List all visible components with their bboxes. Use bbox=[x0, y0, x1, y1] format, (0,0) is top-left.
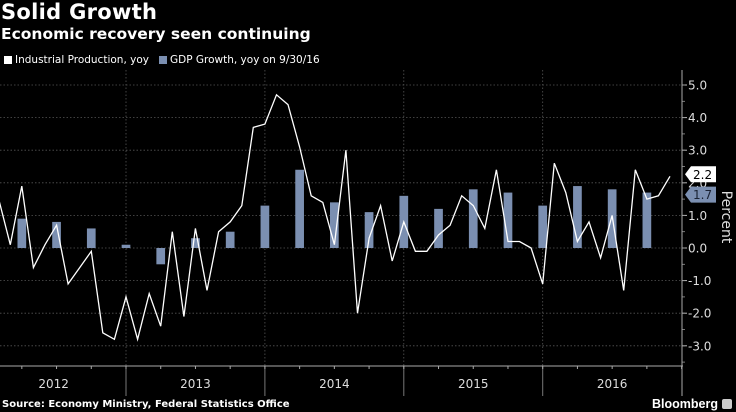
legend-label: GDP Growth, yoy on 9/30/16 bbox=[169, 54, 320, 66]
y-tick-label: 5.0 bbox=[688, 79, 707, 93]
y-tick-label: -2.0 bbox=[688, 307, 711, 321]
gdp-bar bbox=[642, 192, 652, 248]
y-tick-label: 3.0 bbox=[688, 144, 707, 158]
y-tick-label: -3.0 bbox=[688, 339, 711, 353]
y-axis-title: Percent bbox=[718, 191, 734, 244]
gdp-bar bbox=[538, 205, 548, 248]
last-value-label-ip-box bbox=[685, 166, 716, 183]
gdp-bar bbox=[503, 192, 513, 248]
gdp-bar bbox=[52, 221, 61, 248]
chart-subtitle: Economic recovery seen continuing bbox=[1, 25, 311, 43]
legend-item-industrial-production: Industrial Production, yoy bbox=[4, 54, 149, 66]
y-tick-label: 1.0 bbox=[688, 209, 707, 223]
x-tick-label: 2013 bbox=[180, 377, 211, 391]
y-tick-label: -1.0 bbox=[688, 274, 711, 288]
gdp-bar bbox=[191, 238, 200, 248]
last-value-label-gdp-box bbox=[685, 186, 716, 203]
gdp-bar bbox=[573, 186, 582, 248]
x-tick-label: 2014 bbox=[319, 377, 350, 391]
gdp-bar bbox=[86, 228, 96, 248]
x-tick-label: 2016 bbox=[597, 377, 628, 391]
legend-swatch-line bbox=[4, 56, 12, 64]
x-tick-label: 2015 bbox=[458, 377, 489, 391]
legend: Industrial Production, yoy GDP Growth, y… bbox=[4, 54, 320, 66]
brand-logo: Bloomberg bbox=[652, 397, 718, 411]
x-tick-label: 2012 bbox=[38, 377, 69, 391]
gdp-bar bbox=[121, 244, 131, 248]
y-tick-label: 4.0 bbox=[688, 111, 707, 125]
last-value-label-gdp: 1.7 bbox=[693, 188, 712, 202]
industrial-production-line bbox=[0, 93, 671, 342]
gdp-bar bbox=[156, 248, 166, 265]
legend-label: Industrial Production, yoy bbox=[15, 54, 149, 66]
gdp-bar bbox=[260, 205, 270, 248]
legend-swatch-bar bbox=[158, 56, 167, 64]
gdp-bar bbox=[364, 212, 374, 248]
gdp-bar bbox=[225, 231, 235, 248]
gdp-bar bbox=[330, 202, 339, 248]
y-tick-label: 0.0 bbox=[688, 242, 707, 256]
bloomberg-icon bbox=[722, 399, 732, 409]
last-value-label-ip: 2.2 bbox=[693, 168, 712, 182]
gdp-bar bbox=[17, 218, 27, 248]
chart-title: Solid Growth bbox=[1, 0, 158, 24]
gdp-bar bbox=[434, 208, 443, 248]
legend-item-gdp-growth: GDP Growth, yoy on 9/30/16 bbox=[158, 54, 320, 66]
gdp-bar bbox=[295, 169, 304, 248]
gdp-bar bbox=[468, 189, 478, 248]
source-note: Source: Economy Ministry, Federal Statis… bbox=[2, 399, 290, 410]
